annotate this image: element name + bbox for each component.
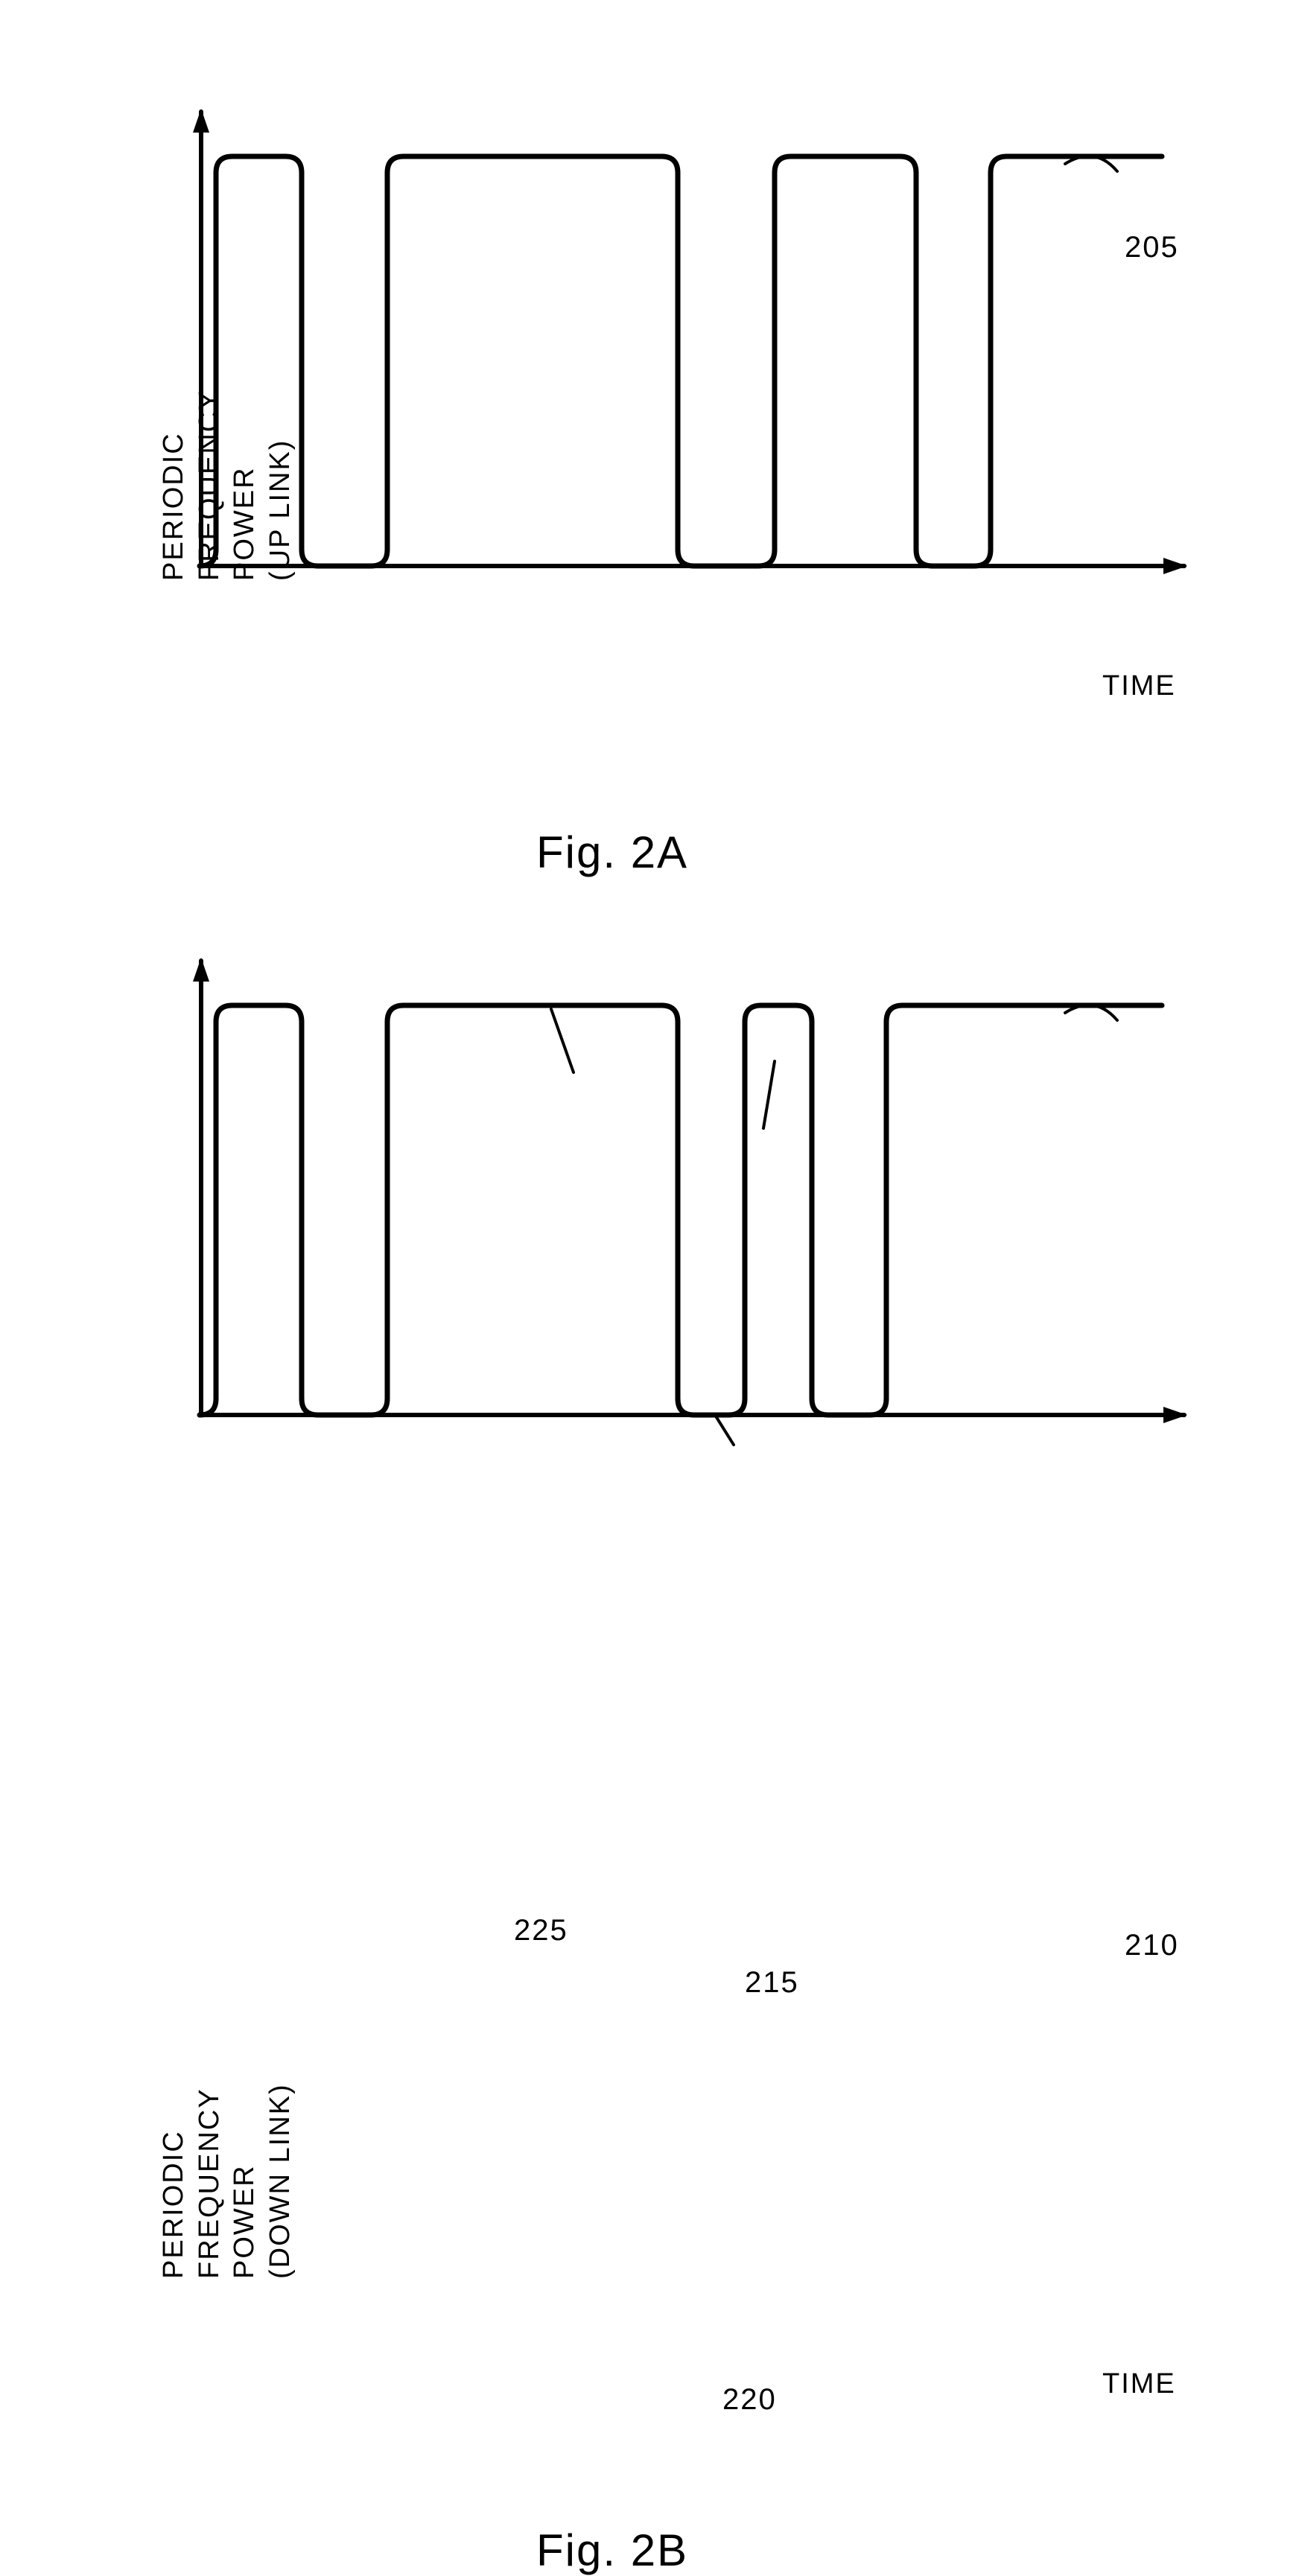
- ref-220: 220: [722, 2383, 777, 2417]
- x-axis-label-2a: TIME: [1102, 670, 1176, 702]
- y-axis-label-2b: PERIODIC FREQUENCY POWER (DOWN LINK): [156, 2083, 298, 2279]
- plot-2b-svg: [127, 938, 1244, 1475]
- caption-2a: Fig. 2A: [536, 827, 688, 878]
- ref-210: 210: [1125, 1929, 1179, 1962]
- figure-page: PERIODIC FREQUENCY POWER (UP LINK) TIME …: [0, 0, 1293, 1772]
- ref-205: 205: [1125, 231, 1179, 264]
- ref-215: 215: [745, 1966, 799, 2000]
- panel-fig-2a: PERIODIC FREQUENCY POWER (UP LINK) TIME …: [0, 89, 1293, 923]
- x-axis-label-2b: TIME: [1102, 2368, 1176, 2400]
- caption-2b: Fig. 2B: [536, 2525, 688, 2576]
- ref-225: 225: [514, 1914, 568, 1947]
- y-axis-label-2a: PERIODIC FREQUENCY POWER (UP LINK): [156, 389, 298, 581]
- panel-fig-2b: PERIODIC FREQUENCY POWER (DOWN LINK) TIM…: [0, 938, 1293, 1772]
